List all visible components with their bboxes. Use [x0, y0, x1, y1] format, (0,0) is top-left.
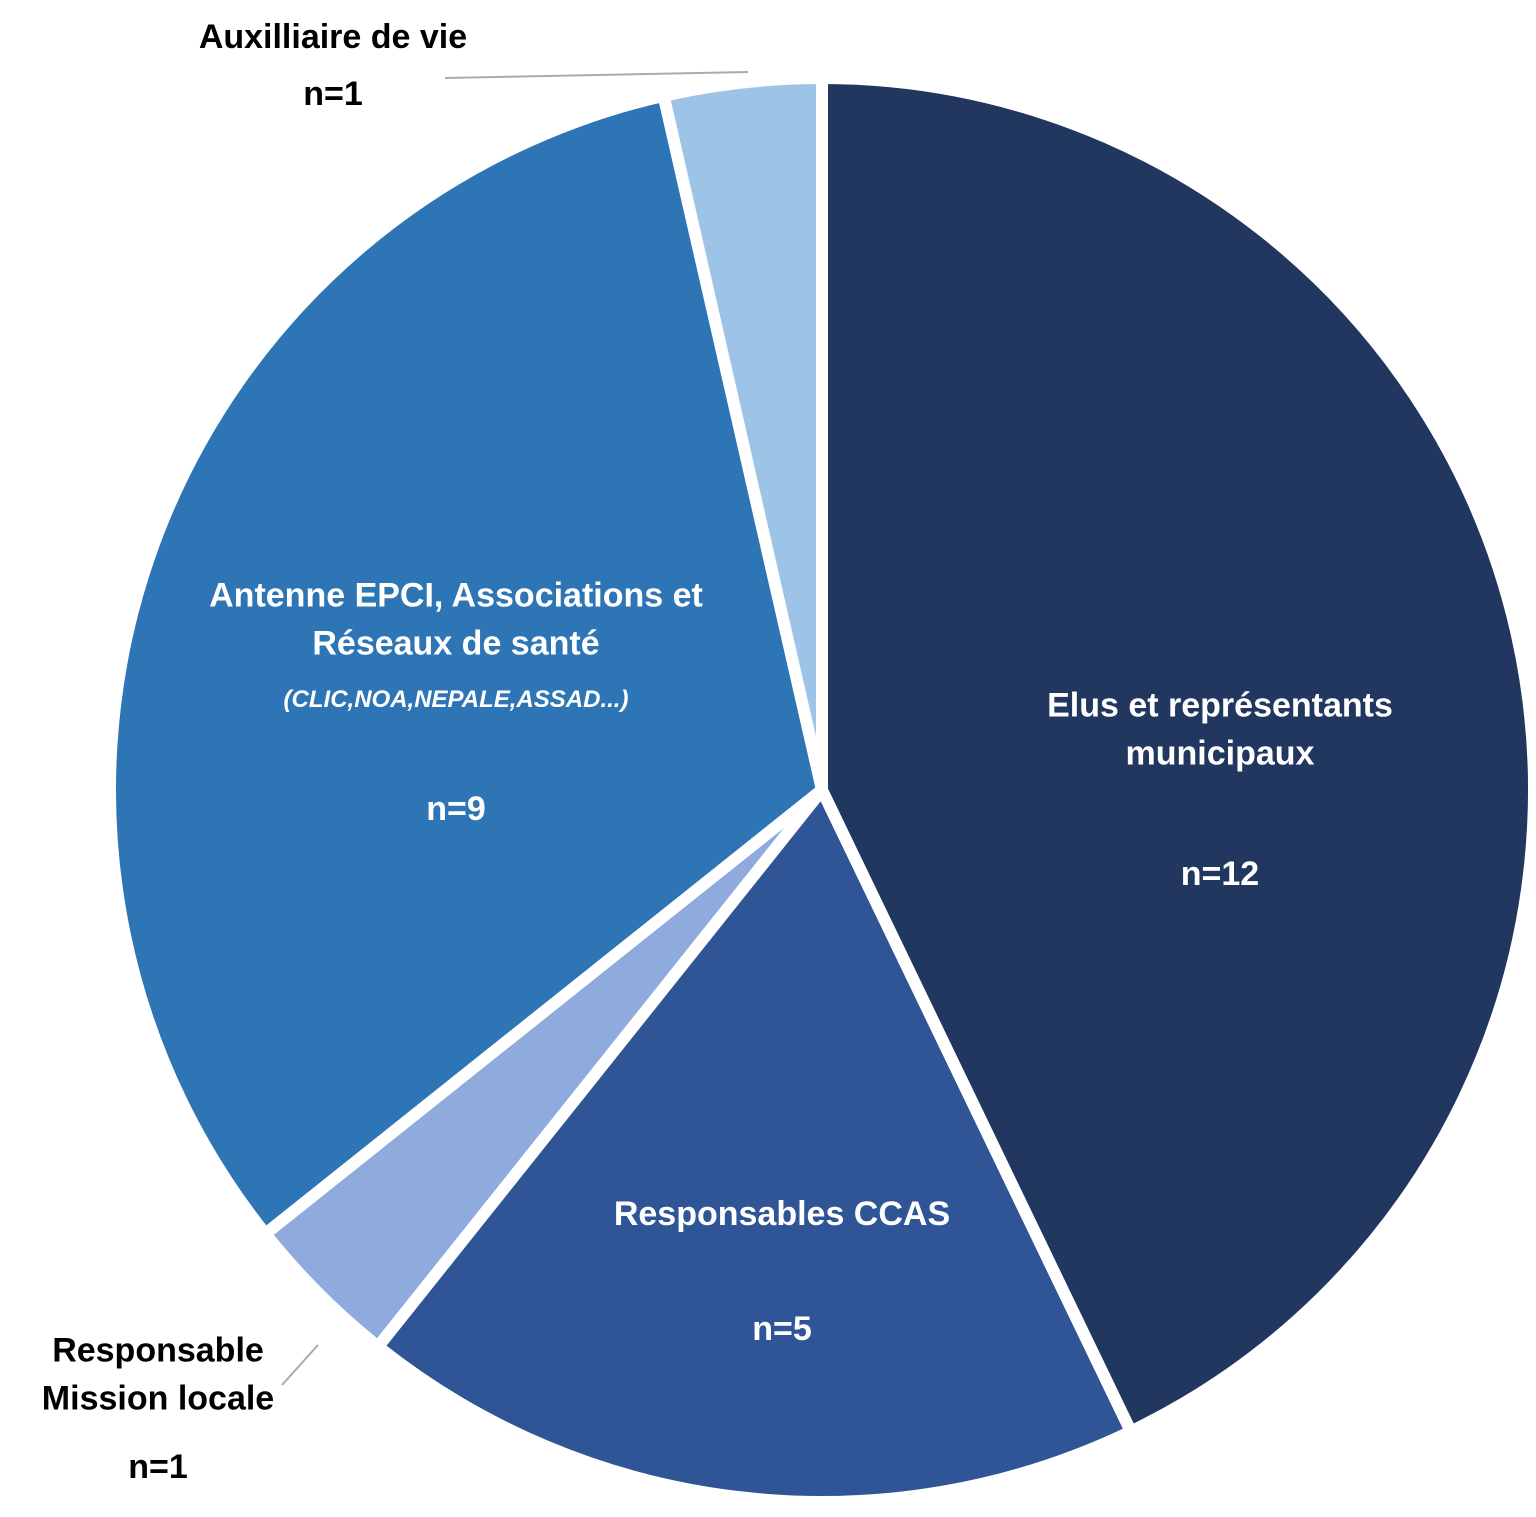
value-label: n=12 [1180, 855, 1260, 894]
category-label: Responsables CCAS [613, 1195, 951, 1234]
category-label: Auxilliaire de vie [198, 18, 468, 57]
value-label: n=1 [128, 1448, 188, 1487]
value-label: n=9 [426, 790, 486, 829]
value-label: n=5 [752, 1310, 812, 1349]
pie-slice [816, 71, 1536, 1440]
pie-slice [369, 778, 1139, 1508]
category-label: Antenne EPCI, Associations et Réseaux de… [209, 576, 703, 662]
value-label: n=1 [303, 75, 363, 114]
category-label: Responsable Mission locale [41, 1331, 275, 1417]
pie-slice [104, 88, 829, 1243]
leader-line [281, 1344, 319, 1386]
leader-line [444, 71, 749, 79]
category-label: Elus et représentants municipaux [1047, 686, 1393, 772]
annotation: (CLIC,NOA,NEPALE,ASSAD...) [283, 686, 629, 714]
